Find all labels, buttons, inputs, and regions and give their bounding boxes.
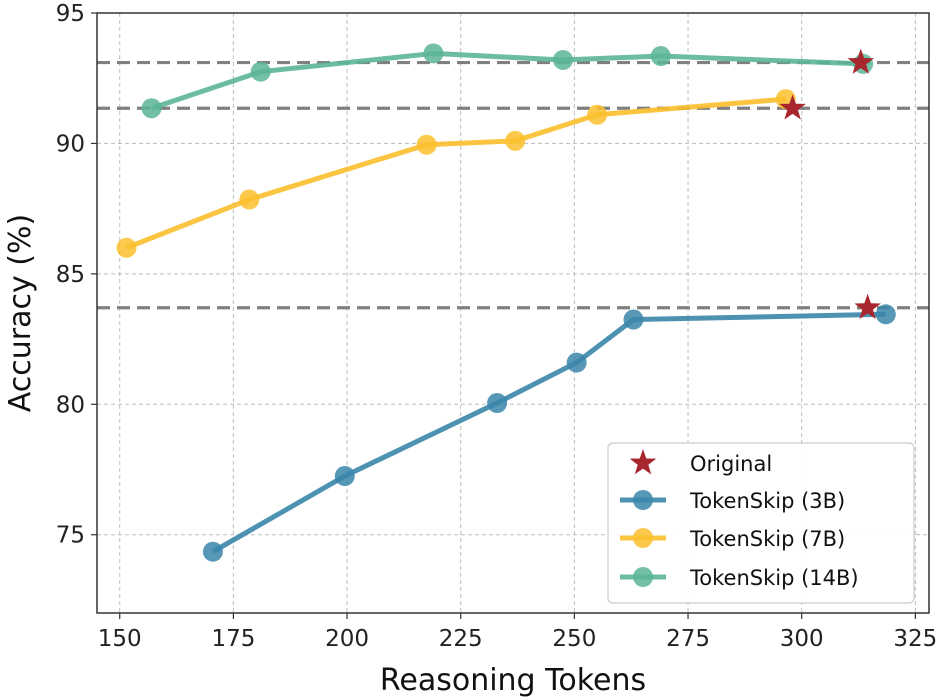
x-axis: 150 175 200 225 250 275 300 325 bbox=[98, 613, 937, 652]
data-point-tokenskip-14b bbox=[141, 98, 162, 119]
x-tick-label: 175 bbox=[211, 626, 255, 652]
legend-entry-tokenskip-7b: TokenSkip (7B) bbox=[620, 527, 845, 551]
series-line-tokenskip-7b bbox=[125, 96, 786, 251]
legend-label-tokenskip-7b: TokenSkip (7B) bbox=[689, 527, 845, 551]
legend-entry-tokenskip-3b: TokenSkip (3B) bbox=[620, 489, 845, 513]
y-tick-label: 85 bbox=[56, 262, 85, 288]
legend-label-tokenskip-14b: TokenSkip (14B) bbox=[689, 566, 859, 590]
x-axis-label: Reasoning Tokens bbox=[380, 663, 646, 698]
data-point-tokenskip-7b bbox=[416, 134, 437, 155]
x-tick-label: 150 bbox=[98, 626, 142, 652]
data-point-tokenskip-7b bbox=[587, 104, 608, 125]
data-point-tokenskip-14b bbox=[423, 43, 444, 64]
legend-marker-tokenskip-7b bbox=[633, 528, 653, 548]
data-point-tokenskip-14b bbox=[553, 49, 574, 70]
series-line-tokenskip-3b bbox=[211, 311, 886, 554]
data-point-tokenskip-7b bbox=[505, 130, 526, 151]
x-tick-label: 200 bbox=[325, 626, 369, 652]
legend-box bbox=[607, 442, 915, 604]
legend-original-star bbox=[629, 449, 657, 475]
original-star-tokenskip-14b bbox=[847, 48, 875, 74]
legend-label-tokenskip-3b: TokenSkip (3B) bbox=[689, 489, 845, 513]
legend-marker-tokenskip-14b bbox=[633, 567, 653, 587]
x-tick-label: 300 bbox=[780, 626, 824, 652]
data-point-tokenskip-3b bbox=[566, 352, 587, 373]
original-star-tokenskip-3b bbox=[854, 293, 881, 320]
x-tick-label: 250 bbox=[552, 626, 596, 652]
reference-lines bbox=[97, 60, 929, 310]
data-point-tokenskip-3b bbox=[875, 304, 896, 325]
x-tick-label: 275 bbox=[666, 626, 710, 652]
y-tick-label: 75 bbox=[56, 523, 85, 549]
data-point-tokenskip-3b bbox=[202, 541, 223, 562]
y-tick-label: 80 bbox=[56, 392, 85, 418]
legend-label-original: Original bbox=[690, 452, 772, 476]
series-tokenskip-7b bbox=[116, 89, 796, 258]
data-point-tokenskip-3b bbox=[487, 393, 508, 413]
series-line-tokenskip-14b bbox=[150, 50, 864, 111]
data-point-tokenskip-14b bbox=[250, 61, 271, 82]
legend: Original TokenSkip (3B) TokenSkip (7B) T… bbox=[607, 442, 915, 604]
y-axis: 75 80 85 90 95 bbox=[56, 1, 97, 549]
y-tick-label: 95 bbox=[56, 1, 85, 27]
legend-entry-original: Original bbox=[629, 449, 772, 476]
series-tokenskip-3b bbox=[202, 304, 896, 562]
original-markers bbox=[779, 48, 881, 320]
x-tick-label: 225 bbox=[439, 626, 483, 652]
y-axis-label: Accuracy (%) bbox=[3, 214, 38, 412]
y-tick-label: 90 bbox=[56, 131, 85, 157]
data-point-tokenskip-7b bbox=[116, 237, 137, 258]
data-point-tokenskip-3b bbox=[623, 309, 644, 330]
data-point-tokenskip-7b bbox=[239, 189, 260, 210]
series-layer bbox=[116, 43, 896, 562]
legend-entry-tokenskip-14b: TokenSkip (14B) bbox=[620, 566, 859, 590]
data-point-tokenskip-14b bbox=[650, 46, 671, 67]
legend-marker-tokenskip-3b bbox=[633, 490, 653, 510]
data-point-tokenskip-3b bbox=[334, 466, 355, 487]
original-star-tokenskip-7b bbox=[779, 94, 806, 120]
plot-frame bbox=[96, 12, 930, 614]
x-tick-label: 325 bbox=[893, 626, 937, 652]
